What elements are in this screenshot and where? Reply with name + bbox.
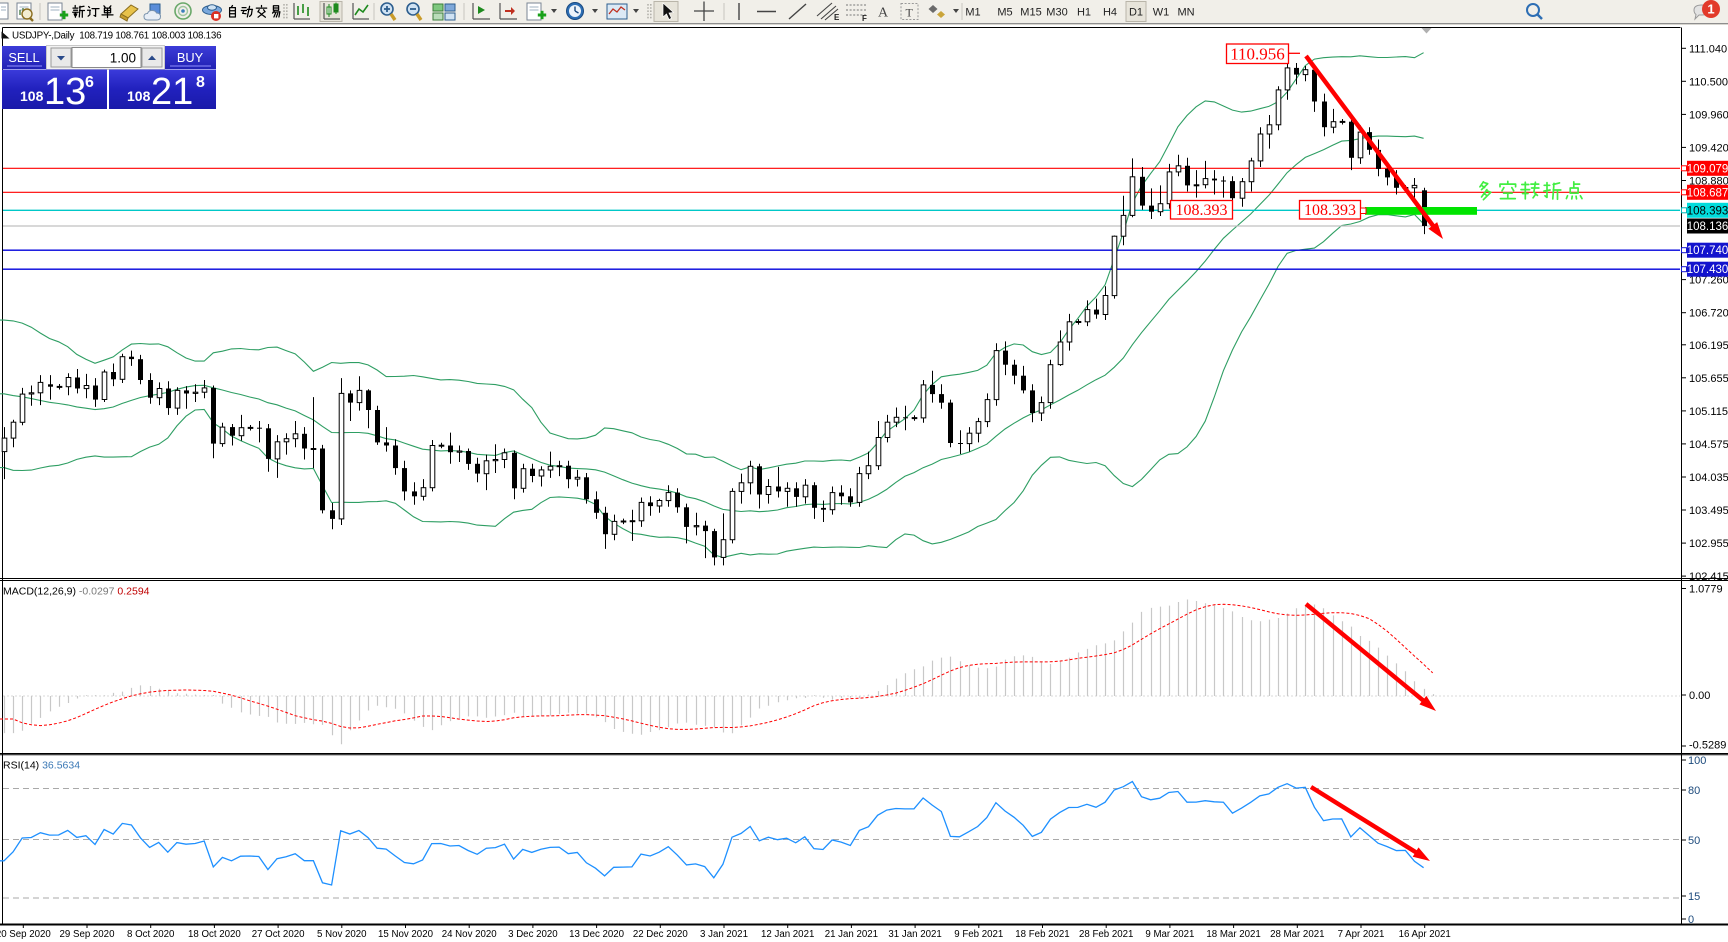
svg-text:107.740: 107.740	[1687, 245, 1728, 257]
svg-text:0.00: 0.00	[1689, 690, 1710, 702]
svg-text:103.495: 103.495	[1689, 505, 1728, 517]
svg-text:6: 6	[85, 74, 94, 91]
svg-text:M30: M30	[1046, 7, 1067, 19]
svg-text:18 Mar 2021: 18 Mar 2021	[1206, 929, 1260, 940]
svg-text:15 Nov 2020: 15 Nov 2020	[378, 929, 434, 940]
svg-text:20 Sep 2020: 20 Sep 2020	[0, 929, 51, 940]
svg-text:-0.5289: -0.5289	[1689, 740, 1726, 752]
svg-text:108.687: 108.687	[1687, 187, 1728, 199]
svg-text:12 Jan 2021: 12 Jan 2021	[761, 929, 814, 940]
svg-text:1.00: 1.00	[110, 51, 136, 66]
svg-text:24 Nov 2020: 24 Nov 2020	[442, 929, 498, 940]
svg-text:MACD(12,26,9) -0.0297 0.2594: MACD(12,26,9) -0.0297 0.2594	[3, 586, 150, 598]
svg-text:MN: MN	[1177, 7, 1194, 19]
svg-text:18 Feb 2021: 18 Feb 2021	[1015, 929, 1069, 940]
svg-text:31 Jan 2021: 31 Jan 2021	[888, 929, 941, 940]
svg-text:T: T	[906, 6, 914, 20]
svg-text:H4: H4	[1103, 7, 1117, 19]
svg-text:E: E	[834, 13, 840, 22]
svg-text:1: 1	[1707, 2, 1714, 17]
svg-text:W1: W1	[1153, 7, 1170, 19]
svg-text:108.393: 108.393	[1304, 202, 1356, 219]
svg-text:3 Dec 2020: 3 Dec 2020	[508, 929, 558, 940]
svg-text:1.0779: 1.0779	[1689, 584, 1723, 596]
svg-text:104.575: 104.575	[1689, 439, 1728, 451]
svg-text:15: 15	[1688, 891, 1700, 903]
svg-text:F: F	[862, 14, 867, 23]
svg-text:SELL: SELL	[8, 50, 39, 65]
svg-text:13: 13	[44, 71, 86, 113]
svg-text:13 Dec 2020: 13 Dec 2020	[569, 929, 625, 940]
svg-text:109.960: 109.960	[1689, 109, 1728, 121]
svg-text:9 Mar 2021: 9 Mar 2021	[1145, 929, 1194, 940]
svg-text:108: 108	[20, 88, 44, 104]
svg-text:7 Apr 2021: 7 Apr 2021	[1338, 929, 1385, 940]
svg-text:18 Oct 2020: 18 Oct 2020	[188, 929, 241, 940]
svg-text:8: 8	[196, 74, 205, 91]
svg-text:108: 108	[127, 88, 151, 104]
svg-text:5 Nov 2020: 5 Nov 2020	[317, 929, 367, 940]
svg-text:50: 50	[1688, 835, 1700, 847]
svg-text:0: 0	[1688, 914, 1694, 926]
svg-text:110.500: 110.500	[1689, 76, 1728, 88]
svg-text:108.393: 108.393	[1176, 202, 1228, 219]
svg-text:111.040: 111.040	[1689, 43, 1727, 55]
svg-text:RSI(14) 36.5634: RSI(14) 36.5634	[3, 760, 80, 772]
svg-text:105.115: 105.115	[1689, 406, 1728, 418]
svg-text:106.720: 106.720	[1689, 308, 1728, 320]
svg-text:108.136: 108.136	[1687, 221, 1728, 233]
svg-text:27 Oct 2020: 27 Oct 2020	[252, 929, 305, 940]
svg-text:3 Jan 2021: 3 Jan 2021	[700, 929, 748, 940]
svg-text:M5: M5	[997, 7, 1012, 19]
svg-text:108.880: 108.880	[1689, 176, 1728, 188]
svg-text:A: A	[878, 6, 889, 21]
svg-text:107.260: 107.260	[1689, 275, 1728, 287]
svg-text:8 Oct 2020: 8 Oct 2020	[127, 929, 175, 940]
svg-text:100: 100	[1688, 755, 1706, 767]
svg-text:USDJPY-,Daily 108.719 108.761: USDJPY-,Daily 108.719 108.761 108.003 10…	[12, 31, 222, 42]
svg-text:M1: M1	[965, 7, 980, 19]
svg-text:106.195: 106.195	[1689, 340, 1728, 352]
svg-text:16 Apr 2021: 16 Apr 2021	[1399, 929, 1451, 940]
svg-text:102.955: 102.955	[1689, 538, 1728, 550]
svg-text:109.420: 109.420	[1689, 142, 1728, 154]
svg-text:107.430: 107.430	[1687, 264, 1728, 276]
svg-text:108.393: 108.393	[1687, 205, 1728, 217]
svg-text:D1: D1	[1129, 7, 1143, 19]
svg-text:22 Dec 2020: 22 Dec 2020	[633, 929, 689, 940]
svg-text:29 Sep 2020: 29 Sep 2020	[60, 929, 116, 940]
svg-text:105.655: 105.655	[1689, 373, 1728, 385]
svg-text:102.415: 102.415	[1689, 571, 1728, 583]
svg-text:80: 80	[1688, 785, 1700, 797]
svg-text:H1: H1	[1077, 7, 1091, 19]
svg-text:21 Jan 2021: 21 Jan 2021	[825, 929, 878, 940]
svg-text:28 Feb 2021: 28 Feb 2021	[1079, 929, 1133, 940]
svg-text:104.035: 104.035	[1689, 472, 1728, 484]
svg-text:28 Mar 2021: 28 Mar 2021	[1270, 929, 1324, 940]
svg-text:M15: M15	[1020, 7, 1041, 19]
svg-text:21: 21	[151, 71, 193, 113]
svg-text:BUY: BUY	[177, 50, 204, 65]
svg-text:110.956: 110.956	[1230, 44, 1285, 63]
svg-text:9 Feb 2021: 9 Feb 2021	[954, 929, 1003, 940]
svg-text:109.079: 109.079	[1687, 163, 1728, 175]
